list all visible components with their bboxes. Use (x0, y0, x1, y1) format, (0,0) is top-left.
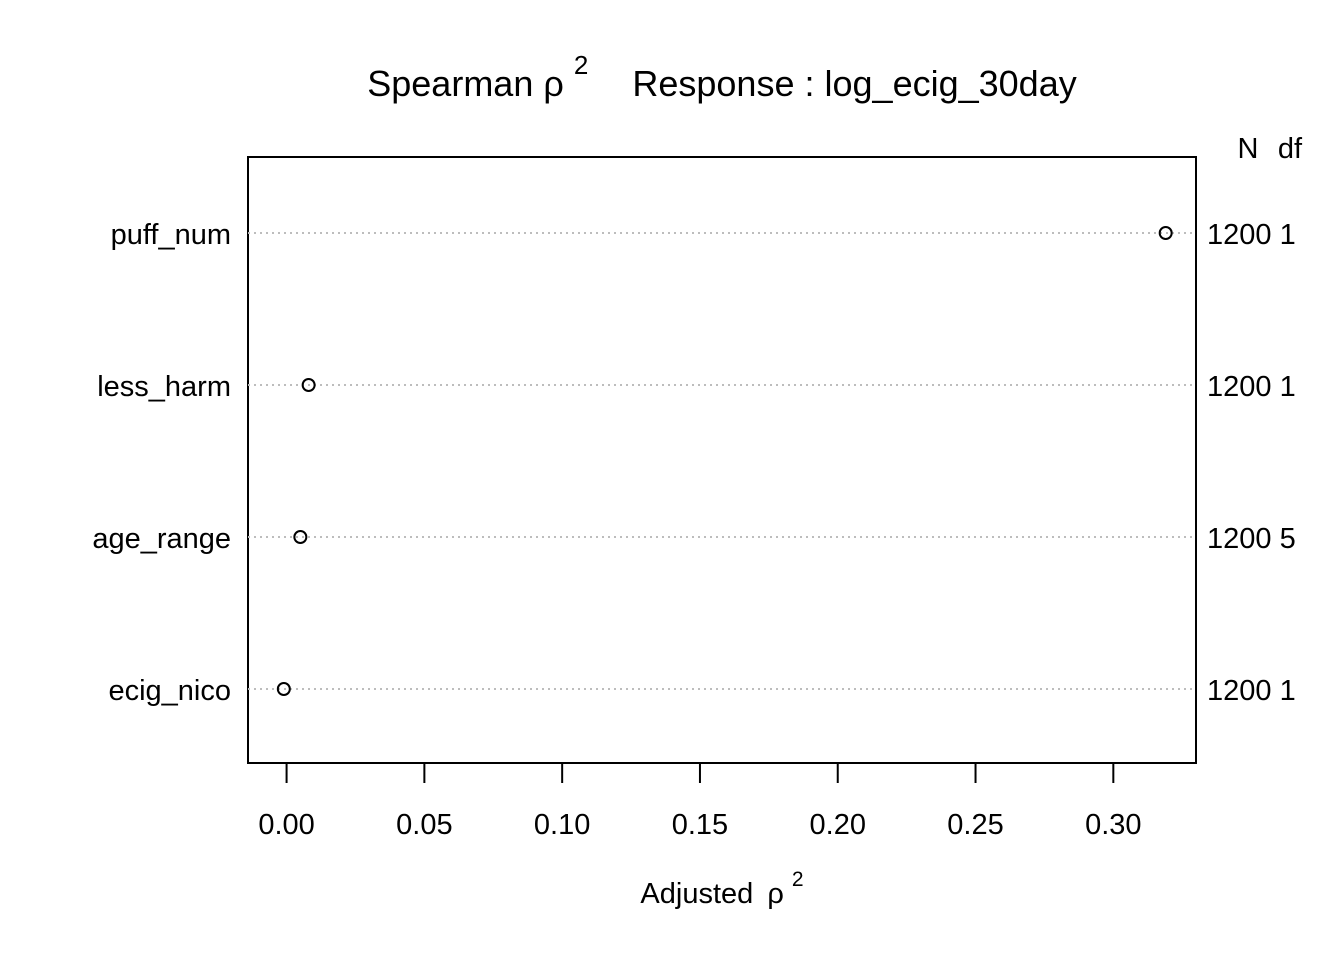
n-df-label: 1200 1 (1207, 219, 1296, 251)
x-tick-label: 0.30 (1085, 809, 1141, 841)
data-points (276, 226, 1173, 696)
y-tick-label: age_range (92, 523, 231, 555)
x-axis: 0.00 0.05 0.10 0.15 0.20 0.25 0.30 (258, 763, 1142, 841)
title-colon: : (804, 63, 814, 104)
title-response: log_ecig_30day (825, 63, 1077, 104)
title-prefix: Spearman (367, 63, 533, 104)
gridlines (248, 232, 1196, 690)
n-df-label: 1200 1 (1207, 675, 1296, 707)
xlabel-prefix: Adjusted (640, 878, 753, 910)
data-point (1158, 226, 1173, 240)
y-tick-labels: puff_num less_harm age_range ecig_nico (92, 219, 231, 707)
right-header-df: df (1278, 133, 1303, 165)
y-tick-label: ecig_nico (108, 675, 231, 707)
chart-title: Spearman ρ 2 Response : log_ecig_30day (367, 41, 1076, 104)
data-point (301, 378, 316, 392)
plot-frame (247, 156, 1197, 764)
n-df-label: 1200 1 (1207, 371, 1296, 403)
xlabel-rho: ρ (767, 878, 784, 910)
x-tick-label: 0.05 (396, 809, 452, 841)
x-axis-label: Adjusted ρ 2 (640, 868, 803, 910)
x-tick-label: 0.15 (672, 809, 728, 841)
data-point (276, 682, 291, 696)
title-response-label: Response (632, 63, 794, 104)
x-tick-label: 0.10 (534, 809, 590, 841)
title-rho: ρ (543, 63, 563, 104)
right-header-n: N (1238, 133, 1259, 165)
title-superscript: 2 (574, 50, 588, 80)
x-tick-label: 0.20 (810, 809, 866, 841)
x-tick-label: 0.00 (258, 809, 314, 841)
x-tick-label: 0.25 (947, 809, 1003, 841)
data-point (293, 530, 308, 544)
n-df-label: 1200 5 (1207, 523, 1296, 555)
y-tick-label: less_harm (97, 371, 231, 403)
xlabel-superscript: 2 (792, 868, 804, 891)
y-tick-label: puff_num (111, 219, 231, 251)
n-df-labels: 1200 1 1200 1 1200 5 1200 1 (1207, 219, 1296, 707)
